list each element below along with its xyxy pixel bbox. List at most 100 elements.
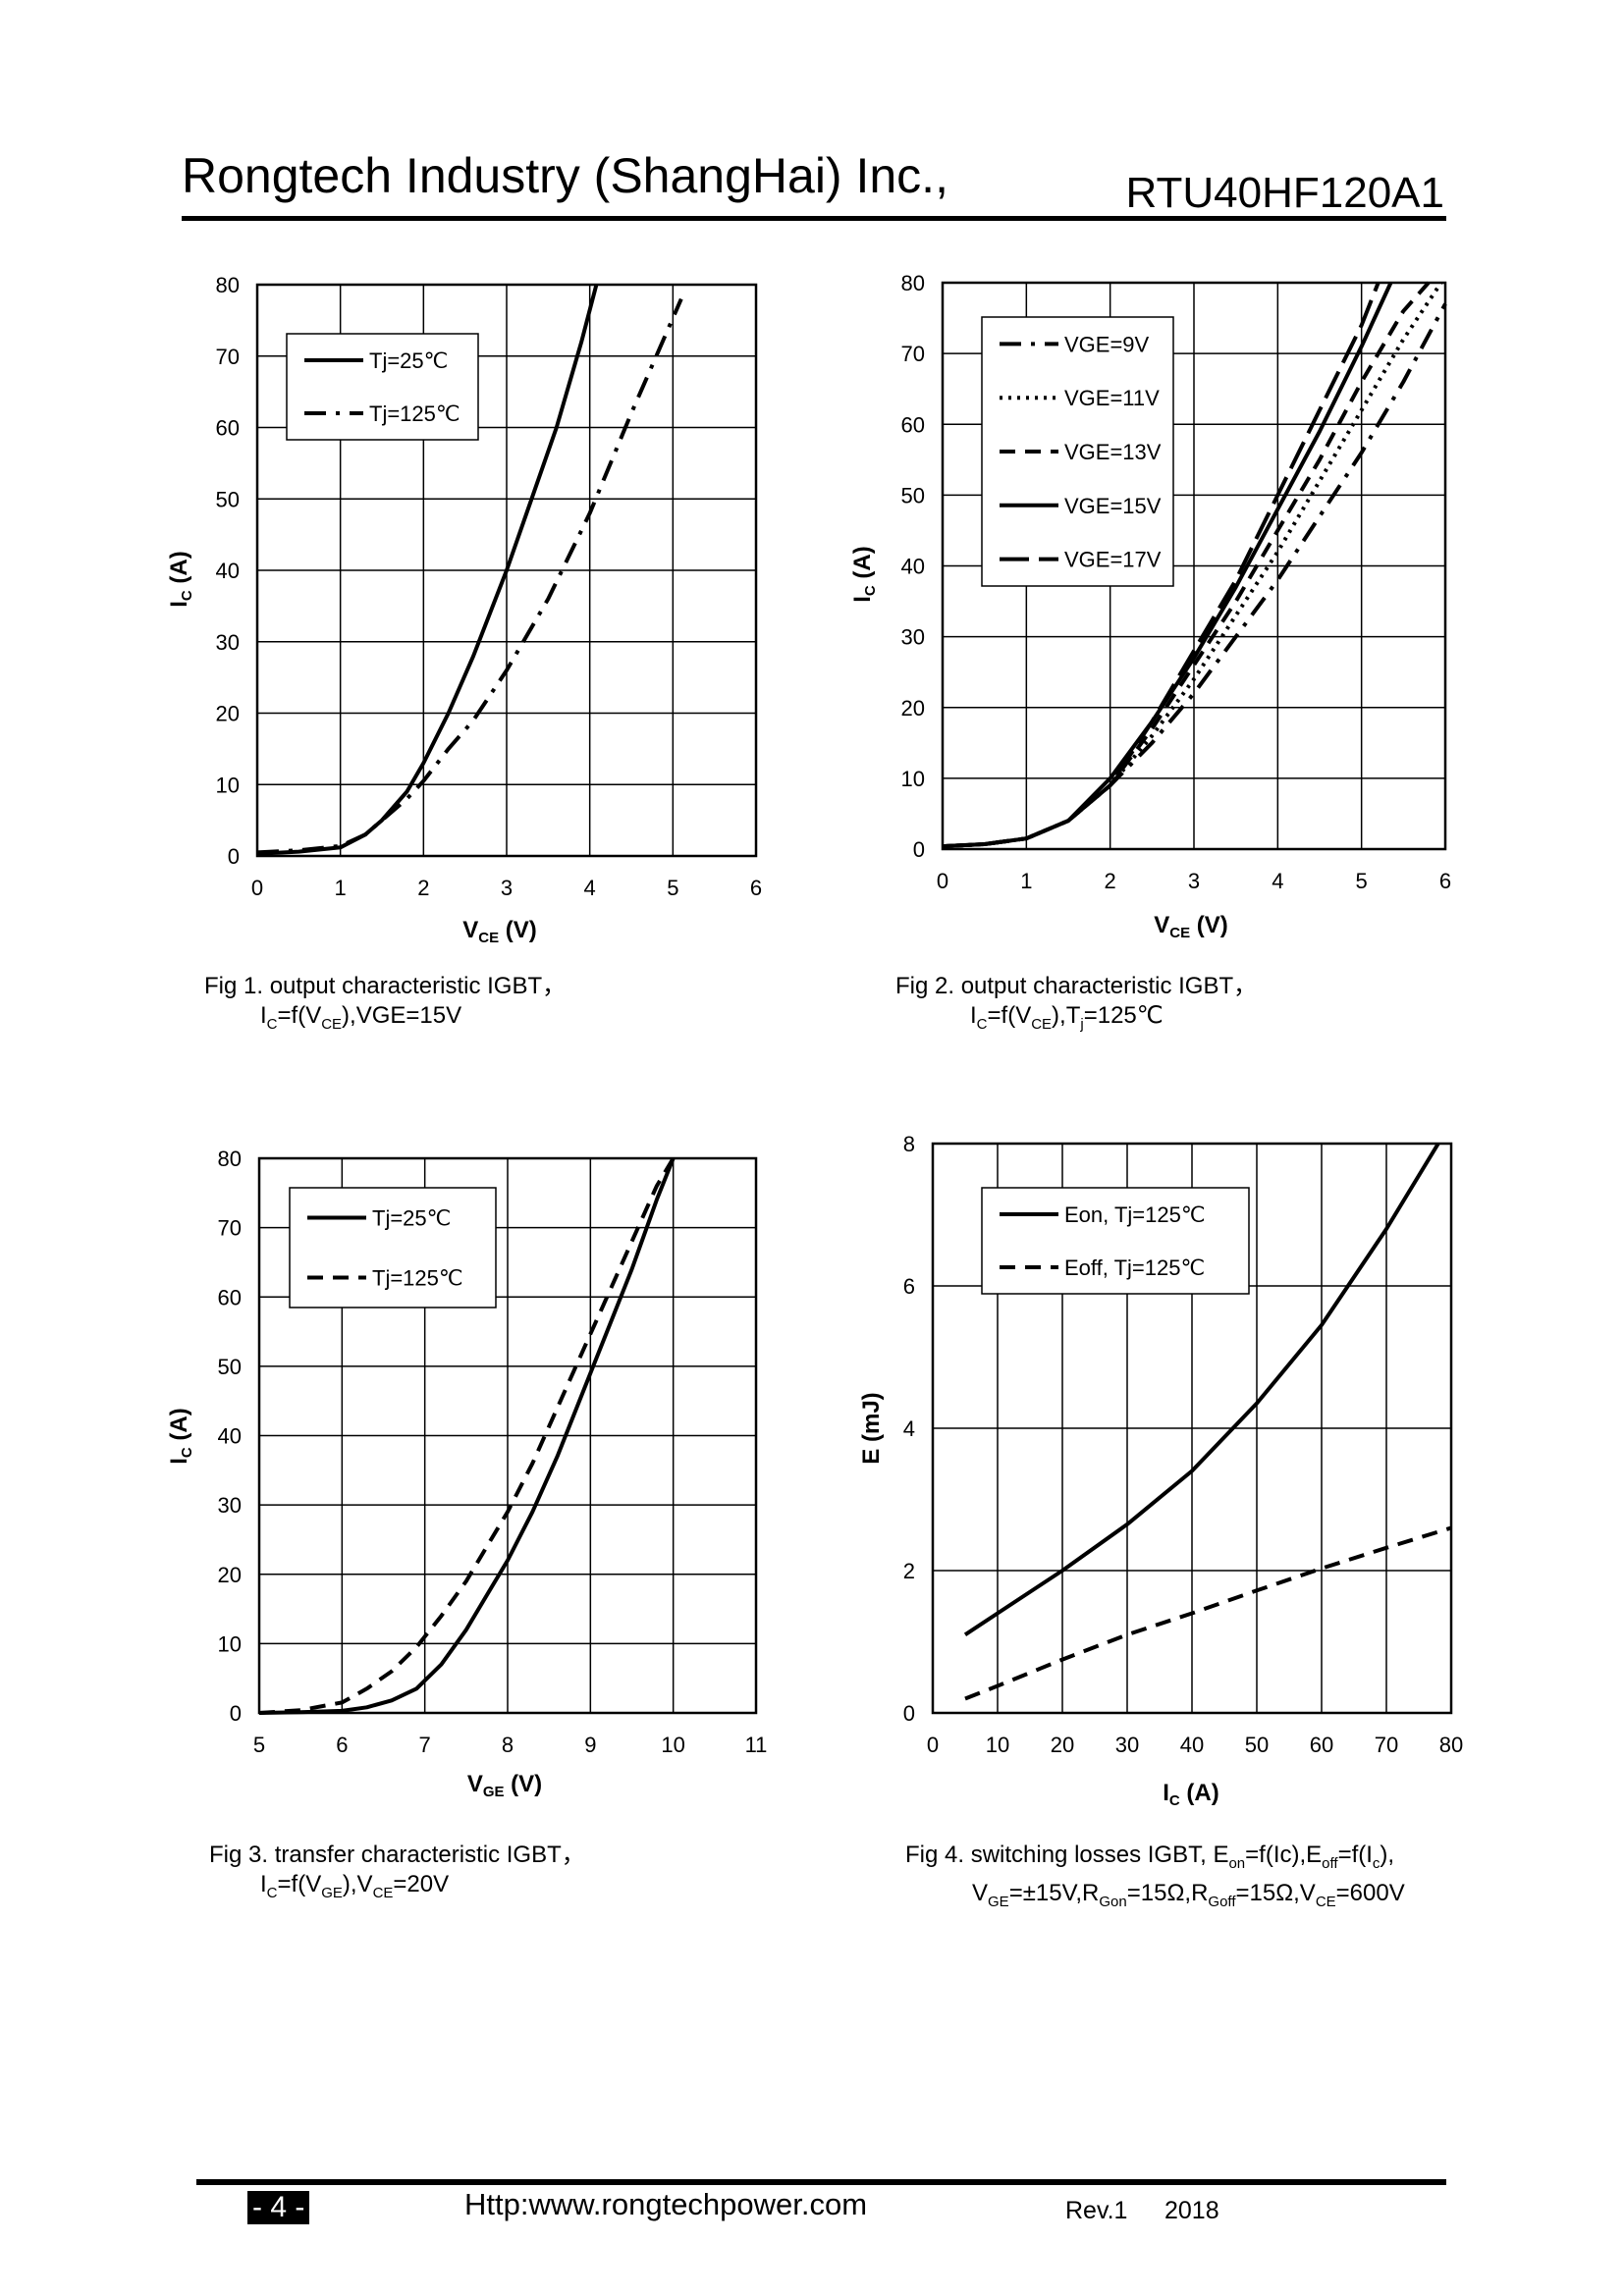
fig3-xtick-label: 6 — [336, 1733, 348, 1757]
fig3-series-2 — [258, 1156, 676, 1715]
fig4-x-axis-title: IC (A) — [1163, 1780, 1219, 1809]
fig4-chart: 0 10 20 30 40 50 60 70 80 0 2 4 6 8 IC (A) E (mJ) Eon, T… — [858, 1132, 1463, 1809]
fig4-xtick-label: 80 — [1439, 1733, 1463, 1757]
fig2-xtick-label: 2 — [1105, 869, 1116, 893]
header-divider — [182, 216, 1446, 221]
revision-label: Rev.1 — [1065, 2197, 1128, 2224]
fig1-legend-label: Tj=125℃ — [369, 401, 460, 426]
fig3-xtick-label: 11 — [745, 1733, 768, 1757]
fig1-ytick-label: 0 — [228, 844, 240, 869]
fig4-series-1 — [963, 1142, 1440, 1636]
fig4-xtick-label: 10 — [986, 1733, 1009, 1757]
fig3-xtick-label: 7 — [419, 1733, 431, 1757]
fig4-legend-label: Eon, Tj=125℃ — [1064, 1202, 1206, 1227]
fig2-xtick-label: 5 — [1356, 869, 1368, 893]
fig1-ytick-label: 60 — [216, 416, 240, 441]
fig2-caption: Fig 2. output characteristic IGBT， IC=f(… — [895, 972, 1257, 1040]
fig4-y-axis-title: E (mJ) — [858, 1392, 885, 1464]
fig4-xtick-label: 50 — [1245, 1733, 1269, 1757]
fig1-caption-line2: IC=f(VCE),VGE=15V — [260, 1002, 462, 1033]
fig1-ytick-label: 10 — [216, 773, 240, 797]
fig4-caption-line1: Fig 4. switching losses IGBT, Eon=f(Ic),… — [905, 1842, 1395, 1872]
fig2-series-5 — [942, 282, 1380, 849]
fig2-y-axis-title: IC (A) — [849, 546, 879, 603]
fig4-ytick-label: 0 — [903, 1701, 915, 1726]
company-name: Rongtech Industry (ShangHai) Inc., — [182, 148, 948, 203]
footer-divider — [196, 2179, 1446, 2185]
fig4-ytick-label: 6 — [903, 1274, 915, 1299]
fig2-ytick-label: 30 — [901, 625, 925, 650]
fig3-xtick-label: 5 — [253, 1733, 265, 1757]
fig3-chart: 5 6 7 8 9 10 11 0 10 20 30 40 50 60 70 80 VGE (V) IC (A) T… — [166, 1147, 767, 1800]
fig4-plot-frame — [931, 1142, 1453, 1715]
fig1-xtick-label: 2 — [417, 876, 429, 900]
fig1-caption-line1: Fig 1. output characteristic IGBT， — [204, 973, 567, 999]
fig1-xtick-label: 4 — [584, 876, 596, 900]
fig1-caption: Fig 1. output characteristic IGBT， IC=f(… — [204, 972, 566, 1040]
fig1-legend-box — [286, 333, 479, 441]
fig4-series-2 — [964, 1525, 1452, 1701]
fig3-plot-frame — [257, 1156, 758, 1715]
fig4-ytick-label: 8 — [903, 1132, 915, 1156]
fig2-ytick-label: 60 — [901, 412, 925, 437]
fig2-legend-label: VGE=15V — [1064, 494, 1162, 518]
fig3-xtick-label: 8 — [502, 1733, 514, 1757]
fig1-ytick-label: 20 — [216, 702, 240, 726]
fig4-legend-box — [981, 1187, 1250, 1295]
fig3-ytick-label: 0 — [230, 1701, 242, 1726]
fig2-series-2 — [942, 281, 1443, 849]
fig3-xtick-label: 10 — [661, 1733, 684, 1757]
fig2-xtick-label: 4 — [1272, 869, 1283, 893]
page-number: - 4 - — [247, 2191, 310, 2224]
fig3-caption-line2: IC=f(VGE),VCE=20V — [260, 1871, 450, 1901]
fig2-ytick-label: 40 — [901, 555, 925, 579]
fig2-series-1 — [942, 302, 1447, 849]
fig2-xtick-label: 0 — [937, 869, 948, 893]
fig4-xtick-label: 60 — [1310, 1733, 1333, 1757]
fig2-legend-label: VGE=17V — [1064, 548, 1162, 572]
fig3-ytick-label: 70 — [218, 1216, 242, 1241]
fig3-ytick-label: 80 — [218, 1147, 242, 1171]
fig2-xtick-label: 3 — [1188, 869, 1200, 893]
fig2-ytick-label: 10 — [901, 767, 925, 791]
fig1-ytick-label: 70 — [216, 345, 240, 369]
fig3-ytick-label: 40 — [218, 1424, 242, 1449]
fig2-xtick-label: 6 — [1439, 869, 1451, 893]
fig3-legend-box — [289, 1187, 497, 1308]
fig3-series-1 — [258, 1157, 676, 1715]
fig3-xtick-label: 9 — [584, 1733, 596, 1757]
fig3-caption: Fig 3. transfer characteristic IGBT， IC=… — [209, 1841, 585, 1908]
fig1-plot-frame — [255, 283, 758, 858]
part-number: RTU40HF120A1 — [1125, 169, 1444, 217]
fig1-ytick-label: 30 — [216, 630, 240, 655]
fig3-ytick-label: 20 — [218, 1563, 242, 1587]
fig3-legend-label: Tj=25℃ — [372, 1206, 451, 1231]
fig4-ytick-label: 2 — [903, 1559, 915, 1583]
fig3-ytick-label: 10 — [218, 1631, 242, 1656]
fig4-xtick-label: 20 — [1051, 1733, 1074, 1757]
fig2-legend-label: VGE=11V — [1064, 386, 1160, 410]
fig3-x-axis-title: VGE (V) — [467, 1771, 542, 1800]
fig1-ytick-label: 40 — [216, 559, 240, 583]
website-link[interactable]: Http:www.rongtechpower.com — [464, 2187, 868, 2221]
fig1-xtick-label: 1 — [335, 876, 347, 900]
fig2-xtick-label: 1 — [1020, 869, 1032, 893]
fig4-legend-label: Eoff, Tj=125℃ — [1064, 1255, 1205, 1280]
fig2-plot-frame — [941, 281, 1447, 851]
fig3-ytick-label: 60 — [218, 1285, 242, 1309]
fig4-xtick-label: 70 — [1375, 1733, 1398, 1757]
fig2-ytick-label: 80 — [901, 271, 925, 295]
fig4-xtick-label: 40 — [1180, 1733, 1204, 1757]
fig2-ytick-label: 50 — [901, 483, 925, 507]
revision-year: 2018 — [1164, 2197, 1219, 2224]
fig1-xtick-label: 5 — [667, 876, 678, 900]
fig4-xtick-label: 0 — [927, 1733, 939, 1757]
fig1-xtick-label: 6 — [750, 876, 762, 900]
fig2-ytick-label: 70 — [901, 342, 925, 366]
fig1-xtick-label: 0 — [251, 876, 263, 900]
fig3-caption-line1: Fig 3. transfer characteristic IGBT， — [209, 1842, 585, 1868]
fig3-ytick-label: 30 — [218, 1493, 242, 1518]
